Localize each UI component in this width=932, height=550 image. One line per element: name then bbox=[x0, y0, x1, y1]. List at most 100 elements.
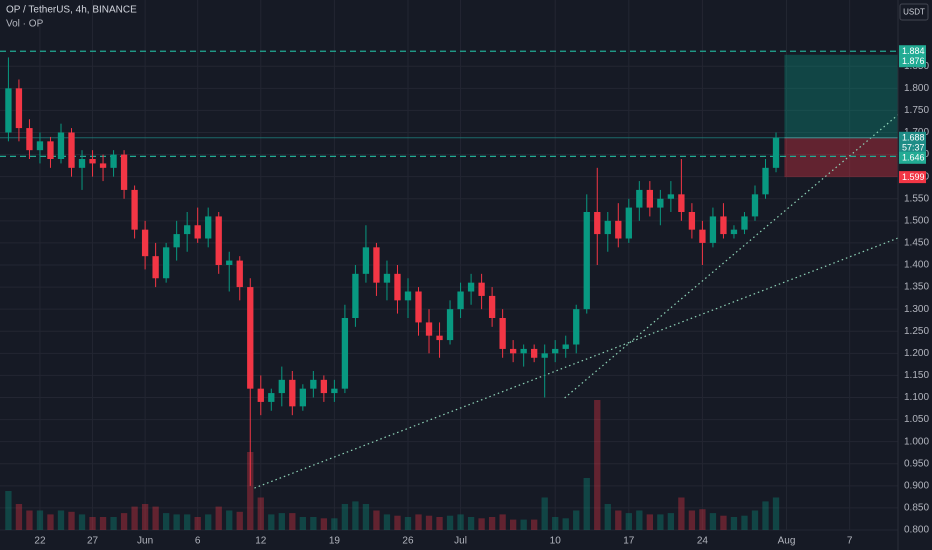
volume-bar bbox=[120, 513, 128, 530]
x-tick-label: Jun bbox=[137, 536, 153, 547]
y-tick-label: 1.400 bbox=[904, 260, 929, 271]
volume-bar bbox=[520, 519, 527, 530]
candle-body bbox=[573, 309, 580, 345]
volume-bar bbox=[625, 513, 632, 530]
candle-body bbox=[520, 348, 527, 354]
candle-body bbox=[36, 141, 44, 151]
candle-body bbox=[762, 167, 769, 195]
volume-bar bbox=[667, 513, 675, 530]
candle-body bbox=[478, 282, 485, 296]
candle-body bbox=[394, 273, 401, 301]
candle-body bbox=[667, 194, 675, 199]
candle-body bbox=[257, 388, 264, 402]
volume-bar bbox=[89, 517, 96, 530]
y-tick-label: 1.000 bbox=[904, 436, 929, 447]
volume-bar bbox=[362, 504, 370, 530]
volume-bar bbox=[425, 515, 433, 530]
volume-bar bbox=[341, 504, 349, 530]
y-tick-label: 1.500 bbox=[904, 215, 929, 226]
y-tick-label: 0.900 bbox=[904, 480, 929, 491]
candle-body bbox=[141, 229, 149, 257]
volume-bar bbox=[247, 452, 254, 530]
candle-body bbox=[636, 189, 643, 208]
volume-bar bbox=[583, 478, 590, 530]
volume-bar bbox=[594, 400, 601, 530]
candle-body bbox=[552, 348, 559, 354]
candle-body bbox=[47, 141, 54, 159]
volume-bar bbox=[383, 514, 391, 530]
volume-bar bbox=[141, 504, 149, 530]
candle-body bbox=[205, 216, 212, 239]
candle-body bbox=[26, 128, 33, 151]
candle-body bbox=[678, 194, 685, 212]
y-tick-label: 1.250 bbox=[904, 326, 929, 337]
axis-labels: 0.800 0.850 0.900 0.950 1.000 1.050 1.100 1.150… bbox=[34, 45, 929, 547]
price-tag bbox=[899, 45, 926, 58]
volume-bar bbox=[678, 497, 685, 530]
chart-title: OP / TetherUS, 4h, BINANCE bbox=[6, 5, 137, 16]
price-tag bbox=[899, 55, 926, 68]
x-tick-label: 22 bbox=[34, 536, 46, 547]
candle-body bbox=[709, 216, 717, 243]
volume-bar bbox=[152, 506, 159, 530]
candle-body bbox=[89, 159, 96, 164]
currency[interactable]: USDT bbox=[903, 8, 925, 17]
volume-bar bbox=[205, 514, 212, 530]
candle-body bbox=[646, 189, 653, 208]
candle-body bbox=[488, 295, 496, 318]
volume-bar bbox=[762, 501, 769, 530]
volume-bar bbox=[436, 517, 443, 530]
volume-bar bbox=[47, 514, 54, 530]
candle-body bbox=[404, 291, 412, 301]
volume-bar bbox=[552, 517, 559, 530]
indicator-label: Vol · OP bbox=[6, 19, 44, 30]
volume-bar bbox=[68, 511, 75, 530]
candle-body bbox=[720, 216, 727, 235]
volume-bar bbox=[604, 504, 611, 530]
loss-zone bbox=[784, 137, 898, 178]
candle-body bbox=[467, 282, 475, 292]
volume-bar bbox=[215, 506, 222, 530]
candle-body bbox=[352, 273, 359, 318]
volume-bar bbox=[268, 514, 275, 530]
volume-bar bbox=[467, 517, 475, 530]
y-tick-label: 1.100 bbox=[904, 392, 929, 403]
candle-body bbox=[194, 225, 201, 239]
candle-body bbox=[57, 132, 65, 159]
price-tag-label: 1.599 bbox=[902, 172, 925, 182]
volume-bar bbox=[772, 497, 780, 530]
candle-body bbox=[299, 388, 306, 407]
volume-bar bbox=[457, 514, 464, 530]
candle-body bbox=[741, 216, 748, 230]
candle-body bbox=[383, 273, 391, 283]
volume-bar bbox=[194, 517, 201, 530]
x-tick-label: 26 bbox=[402, 536, 414, 547]
currency-box[interactable] bbox=[899, 3, 929, 21]
overlays bbox=[0, 50, 899, 489]
candle-body bbox=[594, 212, 601, 235]
volume-bar bbox=[751, 510, 759, 530]
candle-body bbox=[509, 348, 517, 354]
y-tick-label: 1.350 bbox=[904, 282, 929, 293]
volume-bar bbox=[499, 514, 506, 530]
volume-bar bbox=[615, 510, 622, 530]
candles bbox=[5, 57, 780, 486]
candle-body bbox=[289, 379, 296, 407]
volume-bar bbox=[541, 497, 548, 530]
candle-body bbox=[604, 220, 611, 235]
candle-body bbox=[415, 291, 422, 323]
volume-bar bbox=[26, 510, 33, 530]
x-tick-label: Jul bbox=[454, 536, 467, 547]
volume-bar bbox=[36, 510, 44, 530]
y-tick-label: 1.450 bbox=[904, 238, 929, 249]
candle-body bbox=[99, 163, 107, 168]
volume-bar bbox=[373, 510, 380, 530]
candle-body bbox=[268, 393, 275, 402]
volume-bar bbox=[394, 515, 401, 530]
candle-body bbox=[5, 88, 12, 133]
candle-body bbox=[278, 379, 285, 394]
candle-body bbox=[247, 287, 254, 389]
candle-body bbox=[499, 318, 506, 349]
candle-body bbox=[120, 154, 128, 190]
y-tick-label: 0.850 bbox=[904, 503, 929, 514]
